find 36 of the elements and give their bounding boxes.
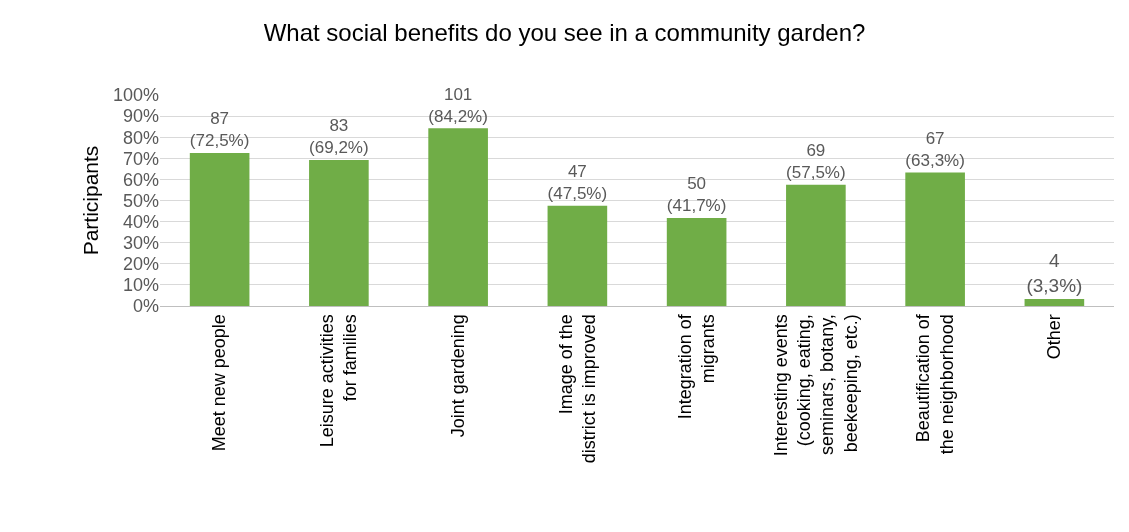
y-tick-label: 30% — [122, 233, 159, 253]
bar — [189, 153, 250, 306]
y-tick-label: 50% — [122, 190, 159, 211]
bar — [547, 205, 608, 306]
x-tick-label: Interesting events (cooking, eating, seminars, botany, beekeeping, etc.) — [770, 314, 861, 457]
x-tick-label: Joint gardening — [447, 314, 468, 438]
y-tick-label: 40% — [122, 211, 159, 232]
data-label: 47 (47,5%) — [547, 162, 608, 204]
x-tick-label: Image of the district is improved — [555, 314, 599, 464]
bar — [428, 128, 488, 306]
y-tick-label: 80% — [122, 127, 159, 148]
y-tick-label: 60% — [122, 169, 159, 190]
data-label: 69 (57,5%) — [786, 140, 846, 183]
x-tick-label: Integration of migrants — [674, 313, 719, 420]
y-axis-title: Participants — [79, 145, 103, 256]
bar — [1024, 299, 1085, 306]
bar — [309, 159, 369, 306]
bar — [786, 184, 846, 306]
data-label: 50 (41,7%) — [666, 174, 727, 216]
bar — [905, 172, 965, 306]
y-tick-label: 90% — [122, 106, 159, 127]
y-tick-label: 100% — [112, 85, 159, 106]
y-tick-label: 20% — [122, 254, 159, 275]
y-tick-label: 0% — [132, 296, 159, 317]
x-tick-label: Other — [1044, 314, 1065, 360]
x-tick-label: Leisure activities for families — [317, 314, 361, 448]
data-label: 4 (3,3%) — [1026, 250, 1083, 297]
data-label: 87 (72,5%) — [189, 109, 250, 151]
chart-title: What social benefits do you see in a community garden? — [263, 18, 866, 46]
bar — [666, 218, 727, 306]
y-tick-label: 70% — [122, 148, 159, 169]
x-tick-label: Meet new people — [209, 314, 230, 452]
y-tick-label: 10% — [122, 275, 159, 296]
data-label: 101 (84,2%) — [428, 84, 488, 126]
data-label: 83 (69,2%) — [309, 116, 369, 158]
data-label: 67 (63,3%) — [905, 128, 965, 170]
